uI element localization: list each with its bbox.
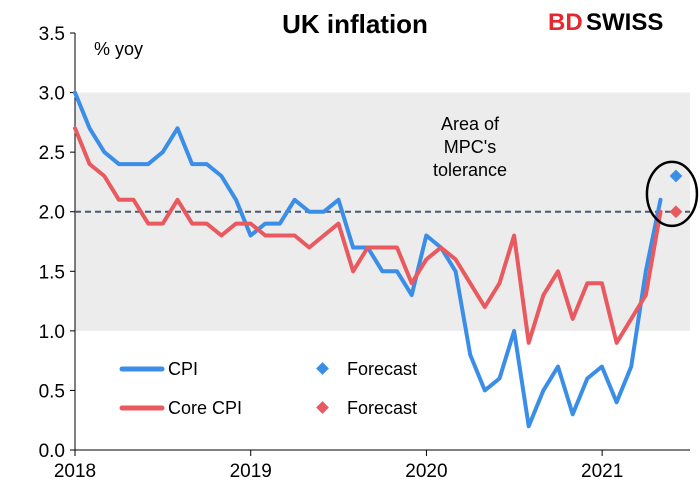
y-tick-label: 3.5 (39, 24, 65, 45)
forecast-highlight-circle (645, 160, 699, 228)
x-tick-label: 2020 (405, 461, 447, 482)
legend-core-cpi-label: Core CPI (168, 398, 242, 418)
series-line-core_cpi (73, 126, 663, 345)
y-axis-label: % yoy (94, 39, 143, 59)
y-tick-label: 2.5 (39, 143, 65, 164)
legend-cpi-label: CPI (168, 359, 198, 379)
y-tick-label: 0.5 (39, 381, 65, 402)
legend-forecast-core-marker (316, 401, 329, 414)
series-group (73, 90, 663, 429)
y-ticks: 0.0 0.5 1.0 1.5 2.0 2.5 3.0 3.5 (39, 24, 75, 462)
legend-forecast-cpi-marker (316, 362, 329, 375)
legend: CPI Forecast Core CPI Forecast (119, 359, 417, 418)
y-tick-label: 1.0 (39, 322, 65, 343)
legend-forecast-cpi-label: Forecast (347, 359, 417, 379)
y-tick-label: 3.0 (39, 84, 65, 105)
tolerance-label-line-2: MPC's (444, 137, 496, 157)
tolerance-label-line-3: tolerance (433, 160, 507, 180)
legend-forecast-core-label: Forecast (347, 398, 417, 418)
bdswiss-logo: BD SWISS (548, 9, 663, 36)
x-tick-label: 2018 (54, 461, 96, 482)
x-tick-label: 2019 (230, 461, 272, 482)
logo-text-swiss: SWISS (586, 9, 663, 36)
tolerance-label-line-1: Area of (441, 114, 500, 134)
x-tick-label: 2021 (581, 461, 623, 482)
y-tick-label: 0.0 (39, 441, 65, 462)
y-tick-label: 2.0 (39, 203, 65, 224)
chart-title: UK inflation (282, 9, 428, 39)
x-ticks: 2018 2019 2020 2021 (54, 450, 623, 482)
y-tick-label: 1.5 (39, 262, 65, 283)
logo-text-bd: BD (548, 9, 583, 36)
